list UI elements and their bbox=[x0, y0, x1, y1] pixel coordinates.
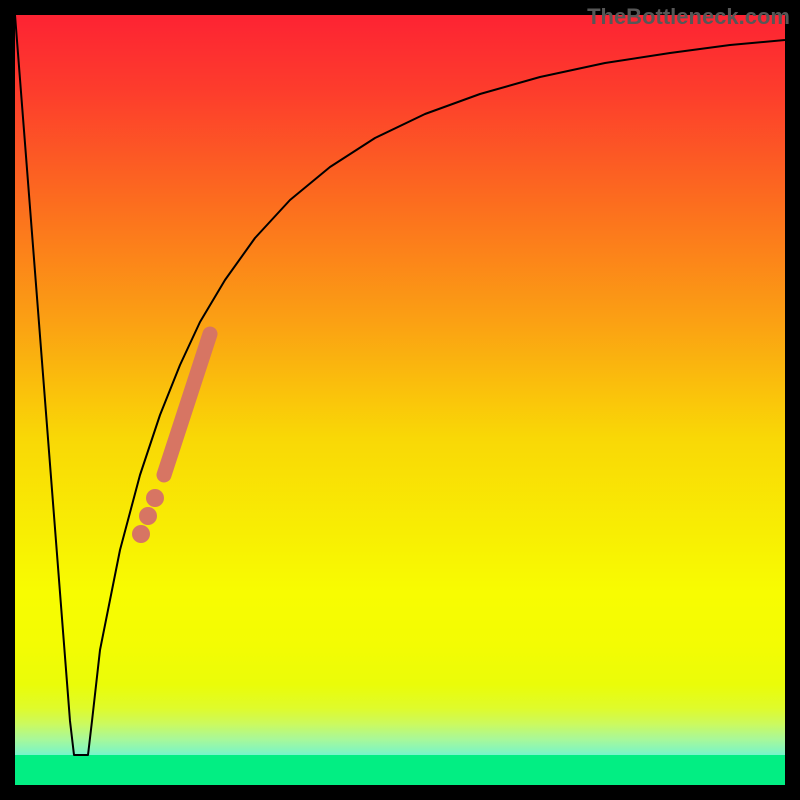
plot-area bbox=[15, 15, 785, 785]
highlight-dot bbox=[132, 525, 150, 543]
chart-svg bbox=[15, 15, 785, 785]
highlight-dot bbox=[139, 507, 157, 525]
attribution-label: TheBottleneck.com bbox=[587, 4, 790, 30]
gradient-background bbox=[15, 15, 785, 785]
chart-container: TheBottleneck.com bbox=[0, 0, 800, 800]
bottom-band bbox=[15, 755, 785, 785]
highlight-dot bbox=[146, 489, 164, 507]
